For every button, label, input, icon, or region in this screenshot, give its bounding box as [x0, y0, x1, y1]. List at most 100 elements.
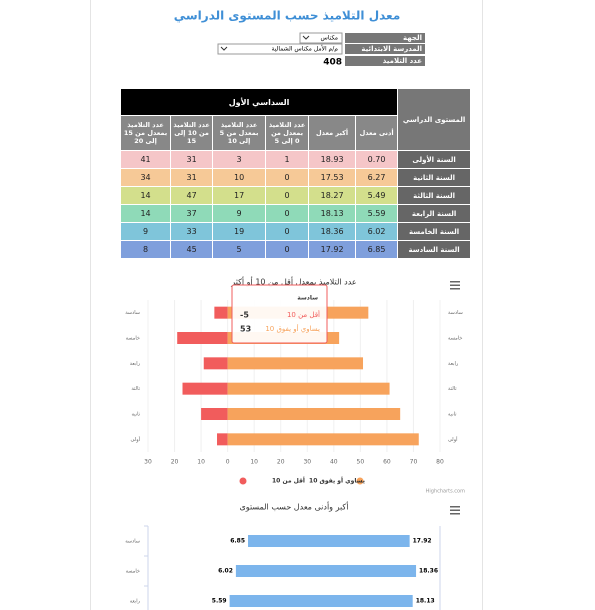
table-cell: 45 [170, 240, 214, 259]
x-tick-label: 10 [197, 459, 205, 466]
table-cell: 0 [265, 168, 310, 187]
table-cell: 5.59 [355, 204, 399, 223]
x-tick-label: 0 [226, 459, 230, 466]
y-tick-label: رابعة [448, 361, 459, 367]
table-cell: 17.92 [308, 240, 357, 259]
y-tick-label: ثانية [132, 412, 141, 418]
legend-label: يساوي أو يفوق 10 [309, 477, 365, 485]
tooltip-series: أقل من 10 [287, 310, 320, 319]
range-bar [229, 595, 413, 607]
region-value: مكناس [321, 35, 339, 42]
y-tick-label: خامسة [126, 569, 140, 575]
table-row: السنة الثانية 6.27 17.53 0 10 31 34 [119, 168, 472, 187]
row-header: السنة الثالثة [397, 186, 472, 205]
bar [203, 357, 228, 370]
tooltip [231, 284, 328, 344]
school-label: المدرسة الابتدائية [361, 45, 422, 53]
legend-marker [356, 477, 364, 485]
school-select[interactable] [217, 43, 343, 55]
row-header: السنة الأولى [397, 150, 472, 169]
bar [227, 382, 390, 395]
chart-title: أكبر وأدنى معدل حسب المستوى [240, 502, 349, 512]
table-cell: 33 [170, 222, 214, 241]
y-tick-label: أولى [448, 436, 458, 443]
region-select[interactable] [299, 32, 343, 44]
table-cell: 18.93 [308, 150, 357, 169]
data-label: 6.02 [218, 568, 233, 575]
tooltip-value: -5 [240, 311, 249, 320]
table-cell: 18.13 [308, 204, 357, 223]
y-tick-label: ثالثة [131, 386, 140, 392]
data-label: 6.85 [230, 538, 245, 545]
table-cell: 14 [119, 186, 172, 205]
x-tick-label: 60 [383, 459, 391, 466]
table-row: السنة الخامسة 6.02 18.36 0 19 33 9 [119, 222, 472, 241]
table-cell: 5 [212, 240, 267, 259]
x-tick-label: 10 [250, 459, 258, 466]
row-header: السنة السادسة [397, 240, 472, 259]
row-header: السنة الرابعة [397, 204, 472, 223]
school-value: م/م الأمل مكناس الشمالية [271, 45, 338, 53]
table-cell: 37 [170, 204, 214, 223]
data-table: المستوى الدراسي السداسي الأول أدنى معدل أ… [119, 88, 472, 259]
table-cell: 0 [265, 186, 310, 205]
x-tick-label: 40 [330, 459, 338, 466]
x-tick-label: 50 [357, 459, 365, 466]
y-tick-label: رابعة [130, 361, 141, 367]
y-tick-label: سادسة [125, 310, 140, 316]
table-cell: 8 [119, 240, 172, 259]
y-tick-label: خامسة [126, 336, 140, 342]
data-label: 18.36 [419, 568, 438, 575]
x-tick-label: 30 [303, 459, 311, 466]
table-cell: 18.27 [308, 186, 357, 205]
y-tick-label: أولى [131, 436, 141, 443]
label-cell [345, 56, 425, 66]
bar [227, 408, 401, 420]
y-tick-label: خامسة [448, 336, 462, 342]
bar [182, 382, 228, 395]
bar [201, 408, 228, 420]
count-value: 408 [323, 58, 342, 68]
range-bar [248, 535, 410, 547]
column-header: عدد التلاميذ من 10 إلى 15 [170, 115, 214, 151]
table-cell: 0 [265, 204, 310, 223]
column-header: المستوى الدراسي [397, 88, 472, 151]
tooltip-value: 53 [240, 325, 251, 334]
page-title: معدل التلاميذ حسب المستوى الدراسي [174, 9, 401, 24]
row-header: السنة الخامسة [397, 222, 472, 241]
table-cell: 6.85 [355, 240, 399, 259]
bar [177, 332, 228, 344]
label-cell [345, 44, 425, 54]
table-cell: 1 [265, 150, 310, 169]
menu-icon[interactable] [450, 506, 460, 515]
table-cell: 19 [212, 222, 267, 241]
table-cell: 18.36 [308, 222, 357, 241]
menu-icon[interactable] [450, 281, 460, 290]
table-cell: 14 [119, 204, 172, 223]
table-cell: 31 [170, 168, 214, 187]
table-cell: 3 [212, 150, 267, 169]
y-tick-label: سادسة [125, 539, 140, 545]
column-header: عدد التلاميذ بمعدل من 15 إلى 20 [119, 115, 172, 151]
table-cell: 6.02 [355, 222, 399, 241]
bar [217, 433, 228, 446]
table-cell: 9 [119, 222, 172, 241]
bar [214, 306, 228, 319]
select-arrow [220, 46, 228, 51]
chart-title: عدد التلاميذ بمعدل أقل من 10 أو أكثر [230, 277, 356, 287]
table-cell: 31 [170, 150, 214, 169]
y-tick-label: ثانية [448, 412, 457, 418]
bar [227, 357, 364, 370]
legend-marker [239, 477, 247, 485]
data-label: 17.92 [413, 538, 432, 545]
data-label: 18.13 [416, 598, 435, 605]
table-cell: 9 [212, 204, 267, 223]
table-row: السنة الرابعة 5.59 18.13 0 9 37 14 [119, 204, 472, 223]
table-cell: 0.70 [355, 150, 399, 169]
table-cell: 6.27 [355, 168, 399, 187]
x-tick-label: 80 [436, 459, 444, 466]
column-header: عدد التلاميذ بمعدل من 5 إلى 10 [212, 115, 267, 151]
tooltip-series: يساوي أو يفوق 10 [265, 324, 320, 333]
table-cell: 34 [119, 168, 172, 187]
